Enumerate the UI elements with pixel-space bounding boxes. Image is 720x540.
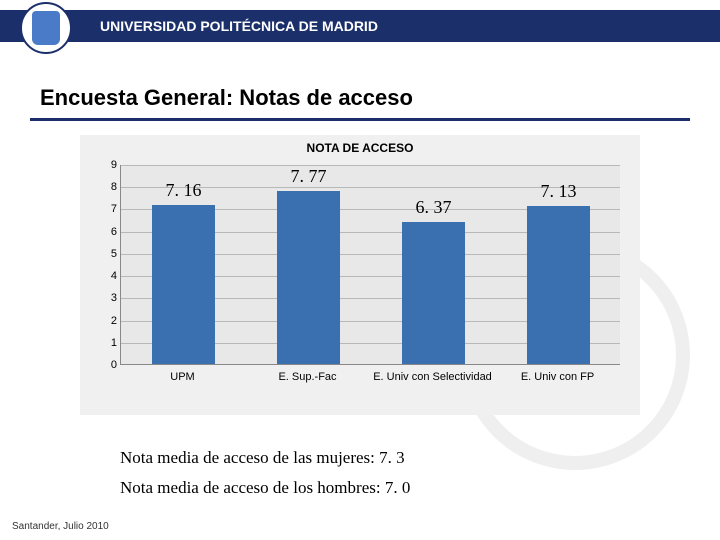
chart-ytick: 6 (101, 226, 117, 238)
chart-xtick: E. Univ con FP (498, 371, 618, 383)
chart-xtick: UPM (123, 371, 243, 383)
chart-ytick: 7 (101, 203, 117, 215)
note-women-average: Nota media de acceso de las mujeres: 7. … (120, 448, 405, 468)
title-underline (30, 118, 690, 121)
chart-plot-region: 01234567897. 167. 776. 377. 13 (120, 165, 620, 365)
chart-ytick: 9 (101, 159, 117, 171)
chart-ytick: 3 (101, 292, 117, 304)
access-grade-chart: NOTA DE ACCESO 0 1 2 3 4 5 6 7 8 9 7. 16 7. 77 6. 37… (80, 135, 640, 415)
chart-ytick: 4 (101, 270, 117, 282)
university-logo (20, 2, 72, 54)
chart-bar (152, 205, 215, 364)
chart-gridline (121, 165, 620, 166)
chart-ytick: 0 (101, 359, 117, 371)
chart-bar (277, 191, 340, 364)
chart-bar-value: 7. 13 (529, 181, 589, 202)
chart-bar-value: 7. 16 (154, 180, 214, 201)
header-bar: UNIVERSIDAD POLITÉCNICA DE MADRID (0, 10, 720, 42)
chart-ytick: 1 (101, 337, 117, 349)
institution-name: UNIVERSIDAD POLITÉCNICA DE MADRID (100, 18, 378, 34)
chart-title: NOTA DE ACCESO (80, 141, 640, 155)
chart-bar-value: 6. 37 (404, 197, 464, 218)
chart-xtick: E. Univ con Selectividad (373, 371, 493, 383)
chart-ytick: 8 (101, 181, 117, 193)
shield-icon (32, 11, 60, 45)
slide-title: Encuesta General: Notas de acceso (40, 85, 413, 111)
chart-bar-value: 7. 77 (279, 166, 339, 187)
chart-ytick: 2 (101, 315, 117, 327)
chart-bar (402, 222, 465, 364)
footer-text: Santander, Julio 2010 (12, 521, 109, 532)
chart-bar (527, 206, 590, 364)
note-men-average: Nota media de acceso de los hombres: 7. … (120, 478, 410, 498)
chart-xtick: E. Sup.-Fac (248, 371, 368, 383)
chart-ytick: 5 (101, 248, 117, 260)
